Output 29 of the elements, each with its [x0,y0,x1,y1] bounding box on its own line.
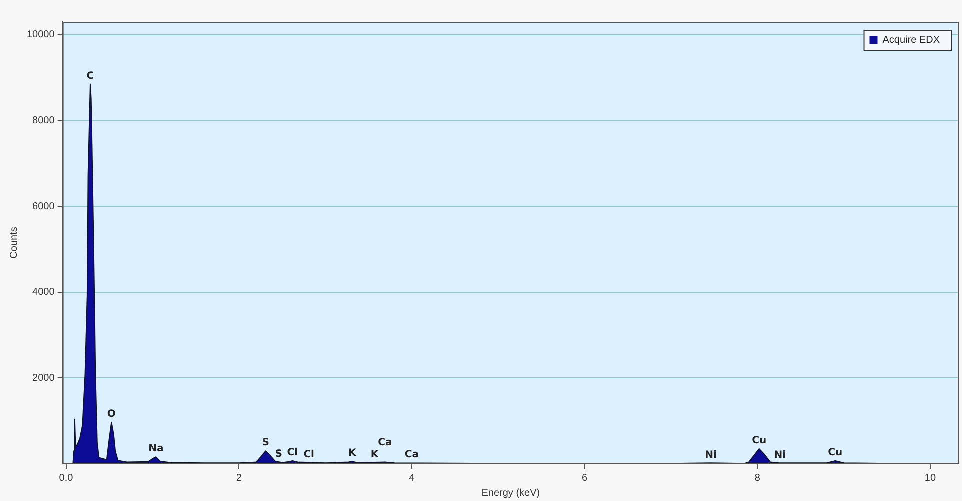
y-tick-label: 2000 [32,372,56,384]
annotation: Cl [304,449,314,460]
annotation: Na [148,444,164,455]
x-tick-label: 2 [236,472,242,484]
x-tick-label: 4 [409,472,416,484]
annotation: O [107,408,116,420]
x-tick-label: 10 [924,472,936,484]
annotation: Ni [774,450,786,461]
x-axis-title: Energy (keV) [482,488,540,499]
x-tick-label: 8 [754,472,761,484]
annotation: C [86,70,94,82]
annotation: K [348,448,358,460]
annotation: Cl [287,448,298,459]
annotation: K [370,449,380,460]
annotation: Ni [705,450,717,461]
y-tick-label: 8000 [32,115,56,126]
annotation: Ca [404,450,419,461]
annotation: Cu [752,436,767,447]
legend-label: Acquire EDX [882,34,940,46]
annotation: S [262,438,270,449]
y-tick-label: 4000 [32,287,56,298]
x-tick-label: 0.0 [59,472,74,484]
annotation: S [275,448,282,460]
y-tick-label: 6000 [32,201,56,212]
y-tick-label: 10000 [26,30,56,41]
y-axis-title: Counts [8,227,20,259]
annotation: Ca [378,437,392,448]
x-tick-label: 6 [582,472,588,484]
annotation: Cu [828,448,843,459]
